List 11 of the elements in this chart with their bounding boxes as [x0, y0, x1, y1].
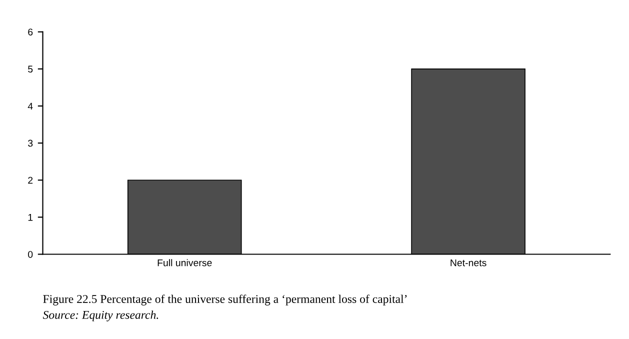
y-tick-label: 2 — [28, 176, 33, 184]
y-tick-label: 1 — [28, 214, 33, 221]
y-tick-label: 3 — [28, 140, 33, 147]
y-tick-label: 4 — [28, 102, 33, 110]
source-note: Source: Equity research. — [42, 310, 158, 322]
y-tick-label: 5 — [28, 66, 33, 73]
x-tick-label: Full universe — [158, 259, 212, 266]
caption: Figure 22.5 Percentage of the universe suffering a ‘permanent loss of capital’ — [43, 294, 407, 306]
y-tick-label: 0 — [28, 250, 33, 258]
x-tick-label: Net-nets — [450, 259, 486, 266]
y-tick-label: 6 — [28, 28, 33, 36]
